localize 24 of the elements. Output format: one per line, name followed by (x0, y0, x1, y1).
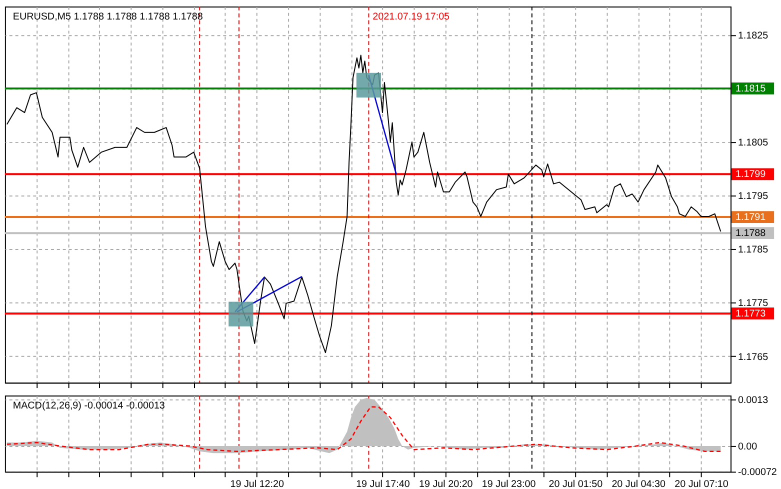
y-tick-label: 1.1765 (738, 352, 769, 363)
x-tick-label: 20 Jul 07:10 (674, 479, 729, 489)
ref-line-label: 1.1791 (735, 212, 766, 223)
y-tick-label: 1.1805 (738, 137, 769, 148)
x-tick-label: 19 Jul 23:00 (482, 479, 536, 489)
ref-line-label: 2021.07.19 17:05 (372, 11, 450, 22)
x-tick-label: 19 Jul 20:20 (418, 479, 474, 489)
y-tick-label: 1.1785 (738, 244, 769, 256)
y-tick-label: -0.00072 (738, 467, 777, 478)
text: MACD(12,26,9) -0.00014 -0.00013 (12, 400, 166, 412)
x-tick-label: 19 Jul 17:40 (356, 479, 410, 489)
y-tick-label: 1.1795 (738, 191, 769, 202)
ref-line-label: 1.1773 (735, 308, 766, 320)
y-tick-label: 1.1775 (738, 298, 769, 310)
chart-title: EURUSD,M5 1.1788 1.1788 1.1788 1.1788 (12, 11, 204, 22)
x-tick-label: 20 Jul 04:30 (612, 479, 666, 489)
ref-line-label: 1.1799 (735, 169, 766, 180)
y-tick-label: 0.0013 (738, 395, 769, 406)
x-tick-label: 19 Jul 12:20 (230, 479, 285, 489)
y-tick-label: 1.1825 (738, 30, 769, 42)
ref-line-label: 1.1788 (735, 228, 766, 240)
y-tick-label: 0.00 (738, 442, 758, 453)
x-tick-label: 20 Jul 01:50 (548, 479, 604, 489)
ref-line-label: 1.1815 (735, 83, 766, 94)
